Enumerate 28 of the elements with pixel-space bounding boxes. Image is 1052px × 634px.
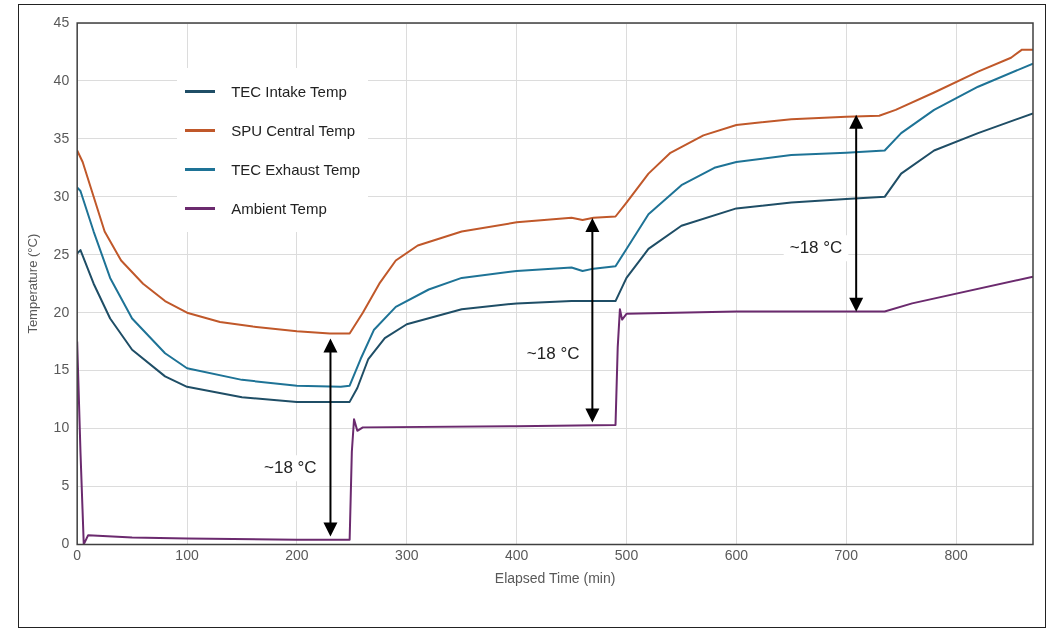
x-tick-label: 300 xyxy=(395,546,419,563)
y-tick-label: 15 xyxy=(53,361,70,378)
legend-label: TEC Exhaust Temp xyxy=(231,161,361,178)
y-tick-label: 10 xyxy=(53,419,70,436)
legend-label: TEC Intake Temp xyxy=(231,83,347,100)
y-tick-label: 35 xyxy=(53,129,70,146)
y-tick-label: 5 xyxy=(61,477,70,494)
x-tick-label: 400 xyxy=(504,546,529,563)
y-tick-label: 30 xyxy=(53,187,70,204)
legend-label: Ambient Temp xyxy=(231,200,327,217)
x-axis-title: Elapsed Time (min) xyxy=(494,570,616,587)
legend-label: SPU Central Temp xyxy=(231,122,356,139)
y-tick-label: 40 xyxy=(53,71,70,88)
annotation: ~18 °C xyxy=(264,457,317,477)
y-tick-label: 25 xyxy=(53,245,70,262)
x-tick-label: 800 xyxy=(944,546,968,563)
x-tick-label: 0 xyxy=(73,546,82,563)
y-tick-label: 20 xyxy=(53,303,70,320)
x-tick-label: 100 xyxy=(175,546,199,563)
x-tick-label: 500 xyxy=(614,546,639,563)
x-tick-label: 600 xyxy=(724,546,749,563)
y-tick-label: 45 xyxy=(53,13,70,30)
annotation: ~18 °C xyxy=(526,344,580,364)
x-tick-label: 200 xyxy=(285,546,309,563)
y-axis-title: Temperature (°C) xyxy=(25,233,41,334)
x-tick-label: 700 xyxy=(834,546,859,563)
annotation: ~18 °C xyxy=(789,237,843,257)
y-tick-label: 0 xyxy=(61,535,70,552)
